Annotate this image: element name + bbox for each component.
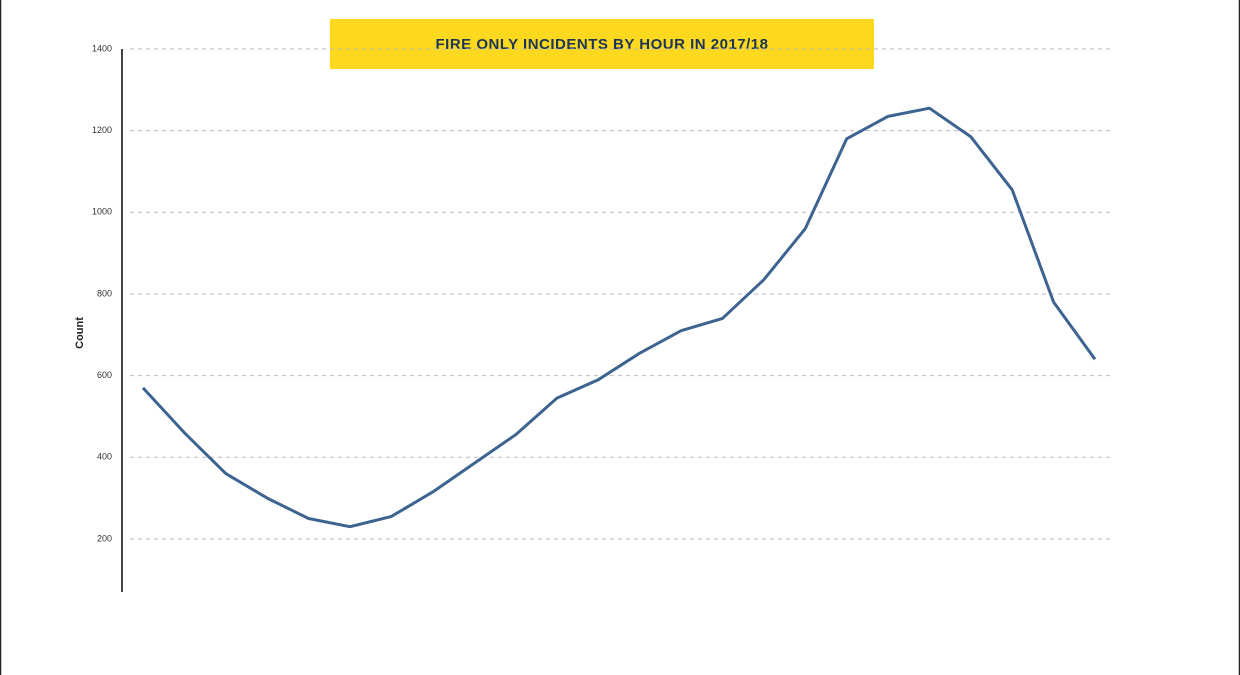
y-tick-label: 1400: [92, 43, 112, 53]
title-banner: [330, 19, 874, 69]
y-tick-label: 400: [97, 452, 112, 462]
data-line: [141, 106, 1097, 529]
y-tick-label: 800: [97, 288, 112, 298]
y-tick-label: 200: [97, 533, 112, 543]
chart-title: FIRE ONLY INCIDENTS BY HOUR IN 2017/18: [436, 36, 769, 53]
y-tick-label: 1200: [92, 125, 112, 135]
y-tick-label: 600: [97, 370, 112, 380]
y-axis-label: Count: [74, 317, 86, 349]
y-tick-label: 1000: [92, 207, 112, 217]
